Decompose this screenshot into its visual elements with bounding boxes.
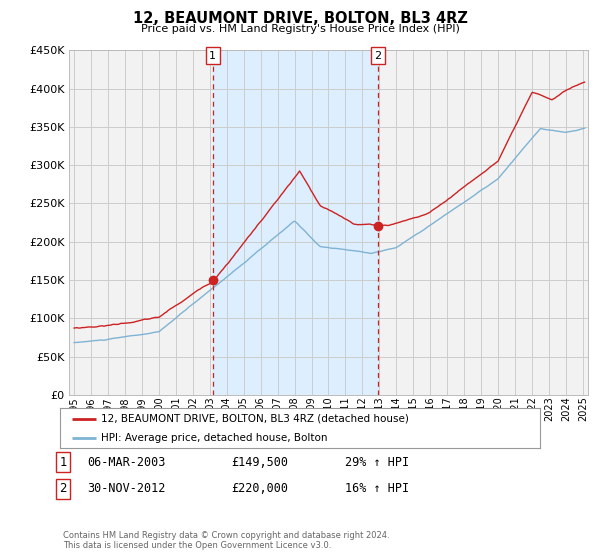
Text: 12, BEAUMONT DRIVE, BOLTON, BL3 4RZ: 12, BEAUMONT DRIVE, BOLTON, BL3 4RZ xyxy=(133,11,467,26)
Text: 12, BEAUMONT DRIVE, BOLTON, BL3 4RZ (detached house): 12, BEAUMONT DRIVE, BOLTON, BL3 4RZ (det… xyxy=(101,414,409,424)
Text: £220,000: £220,000 xyxy=(231,482,288,496)
Text: 30-NOV-2012: 30-NOV-2012 xyxy=(87,482,166,496)
Text: 1: 1 xyxy=(209,51,217,60)
Text: Price paid vs. HM Land Registry's House Price Index (HPI): Price paid vs. HM Land Registry's House … xyxy=(140,24,460,34)
Text: £149,500: £149,500 xyxy=(231,455,288,469)
Text: 06-MAR-2003: 06-MAR-2003 xyxy=(87,455,166,469)
Text: 2: 2 xyxy=(374,51,382,60)
Text: 16% ↑ HPI: 16% ↑ HPI xyxy=(345,482,409,496)
Text: 1: 1 xyxy=(59,455,67,469)
Text: Contains HM Land Registry data © Crown copyright and database right 2024.
This d: Contains HM Land Registry data © Crown c… xyxy=(63,531,389,550)
Bar xyxy=(213,50,378,395)
Text: HPI: Average price, detached house, Bolton: HPI: Average price, detached house, Bolt… xyxy=(101,433,328,443)
Text: 2: 2 xyxy=(59,482,67,496)
Text: 29% ↑ HPI: 29% ↑ HPI xyxy=(345,455,409,469)
